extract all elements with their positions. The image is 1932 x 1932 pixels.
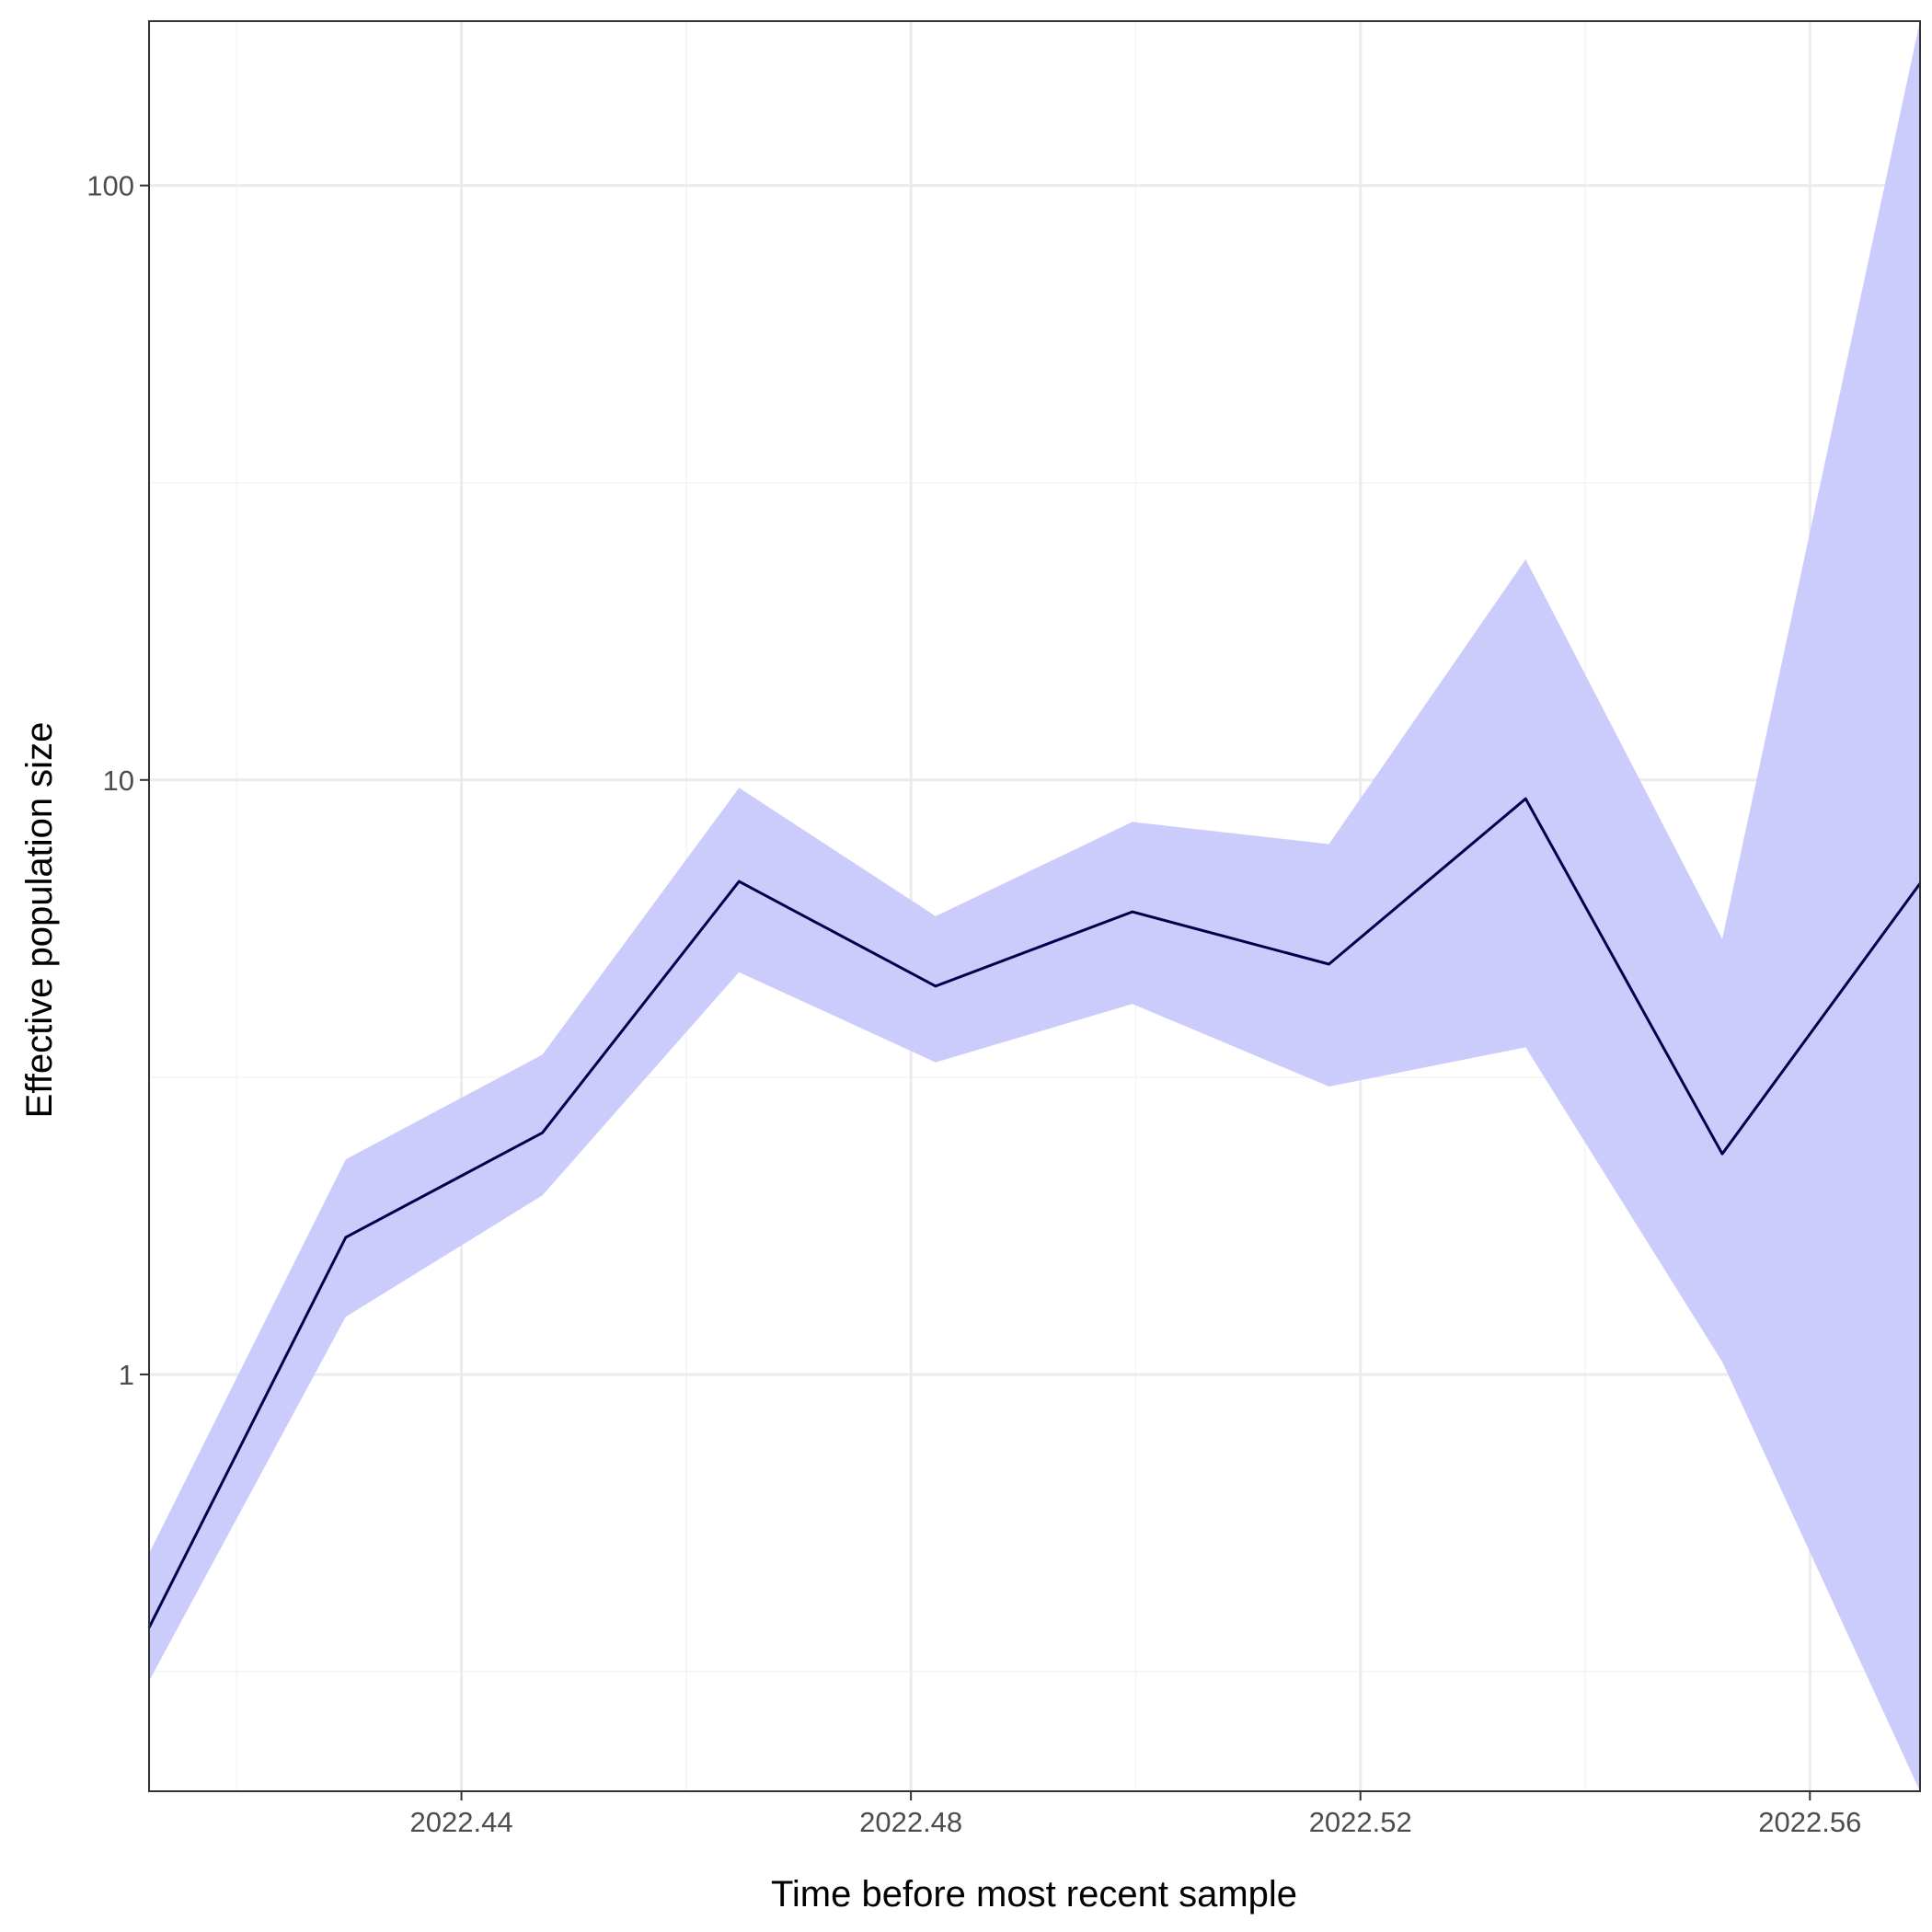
y-tick-label: 1 (119, 1359, 134, 1391)
y-tick-label: 100 (86, 170, 134, 202)
y-axis: 1 10 100 (86, 170, 149, 1391)
y-tick-label: 10 (103, 765, 134, 797)
x-tick-label: 2022.48 (859, 1806, 962, 1838)
confidence-band (149, 21, 1920, 1791)
median-line (147, 797, 1922, 1628)
x-axis-title: Time before most recent sample (771, 1874, 1297, 1915)
x-tick-label: 2022.44 (410, 1806, 513, 1838)
plot-frame (148, 20, 1921, 1792)
y-axis-title: Effective population size (19, 722, 60, 1119)
x-axis: 2022.44 2022.48 2022.52 2022.56 (410, 1791, 1861, 1838)
x-tick-label: 2022.56 (1758, 1806, 1861, 1838)
x-tick-label: 2022.52 (1309, 1806, 1412, 1838)
